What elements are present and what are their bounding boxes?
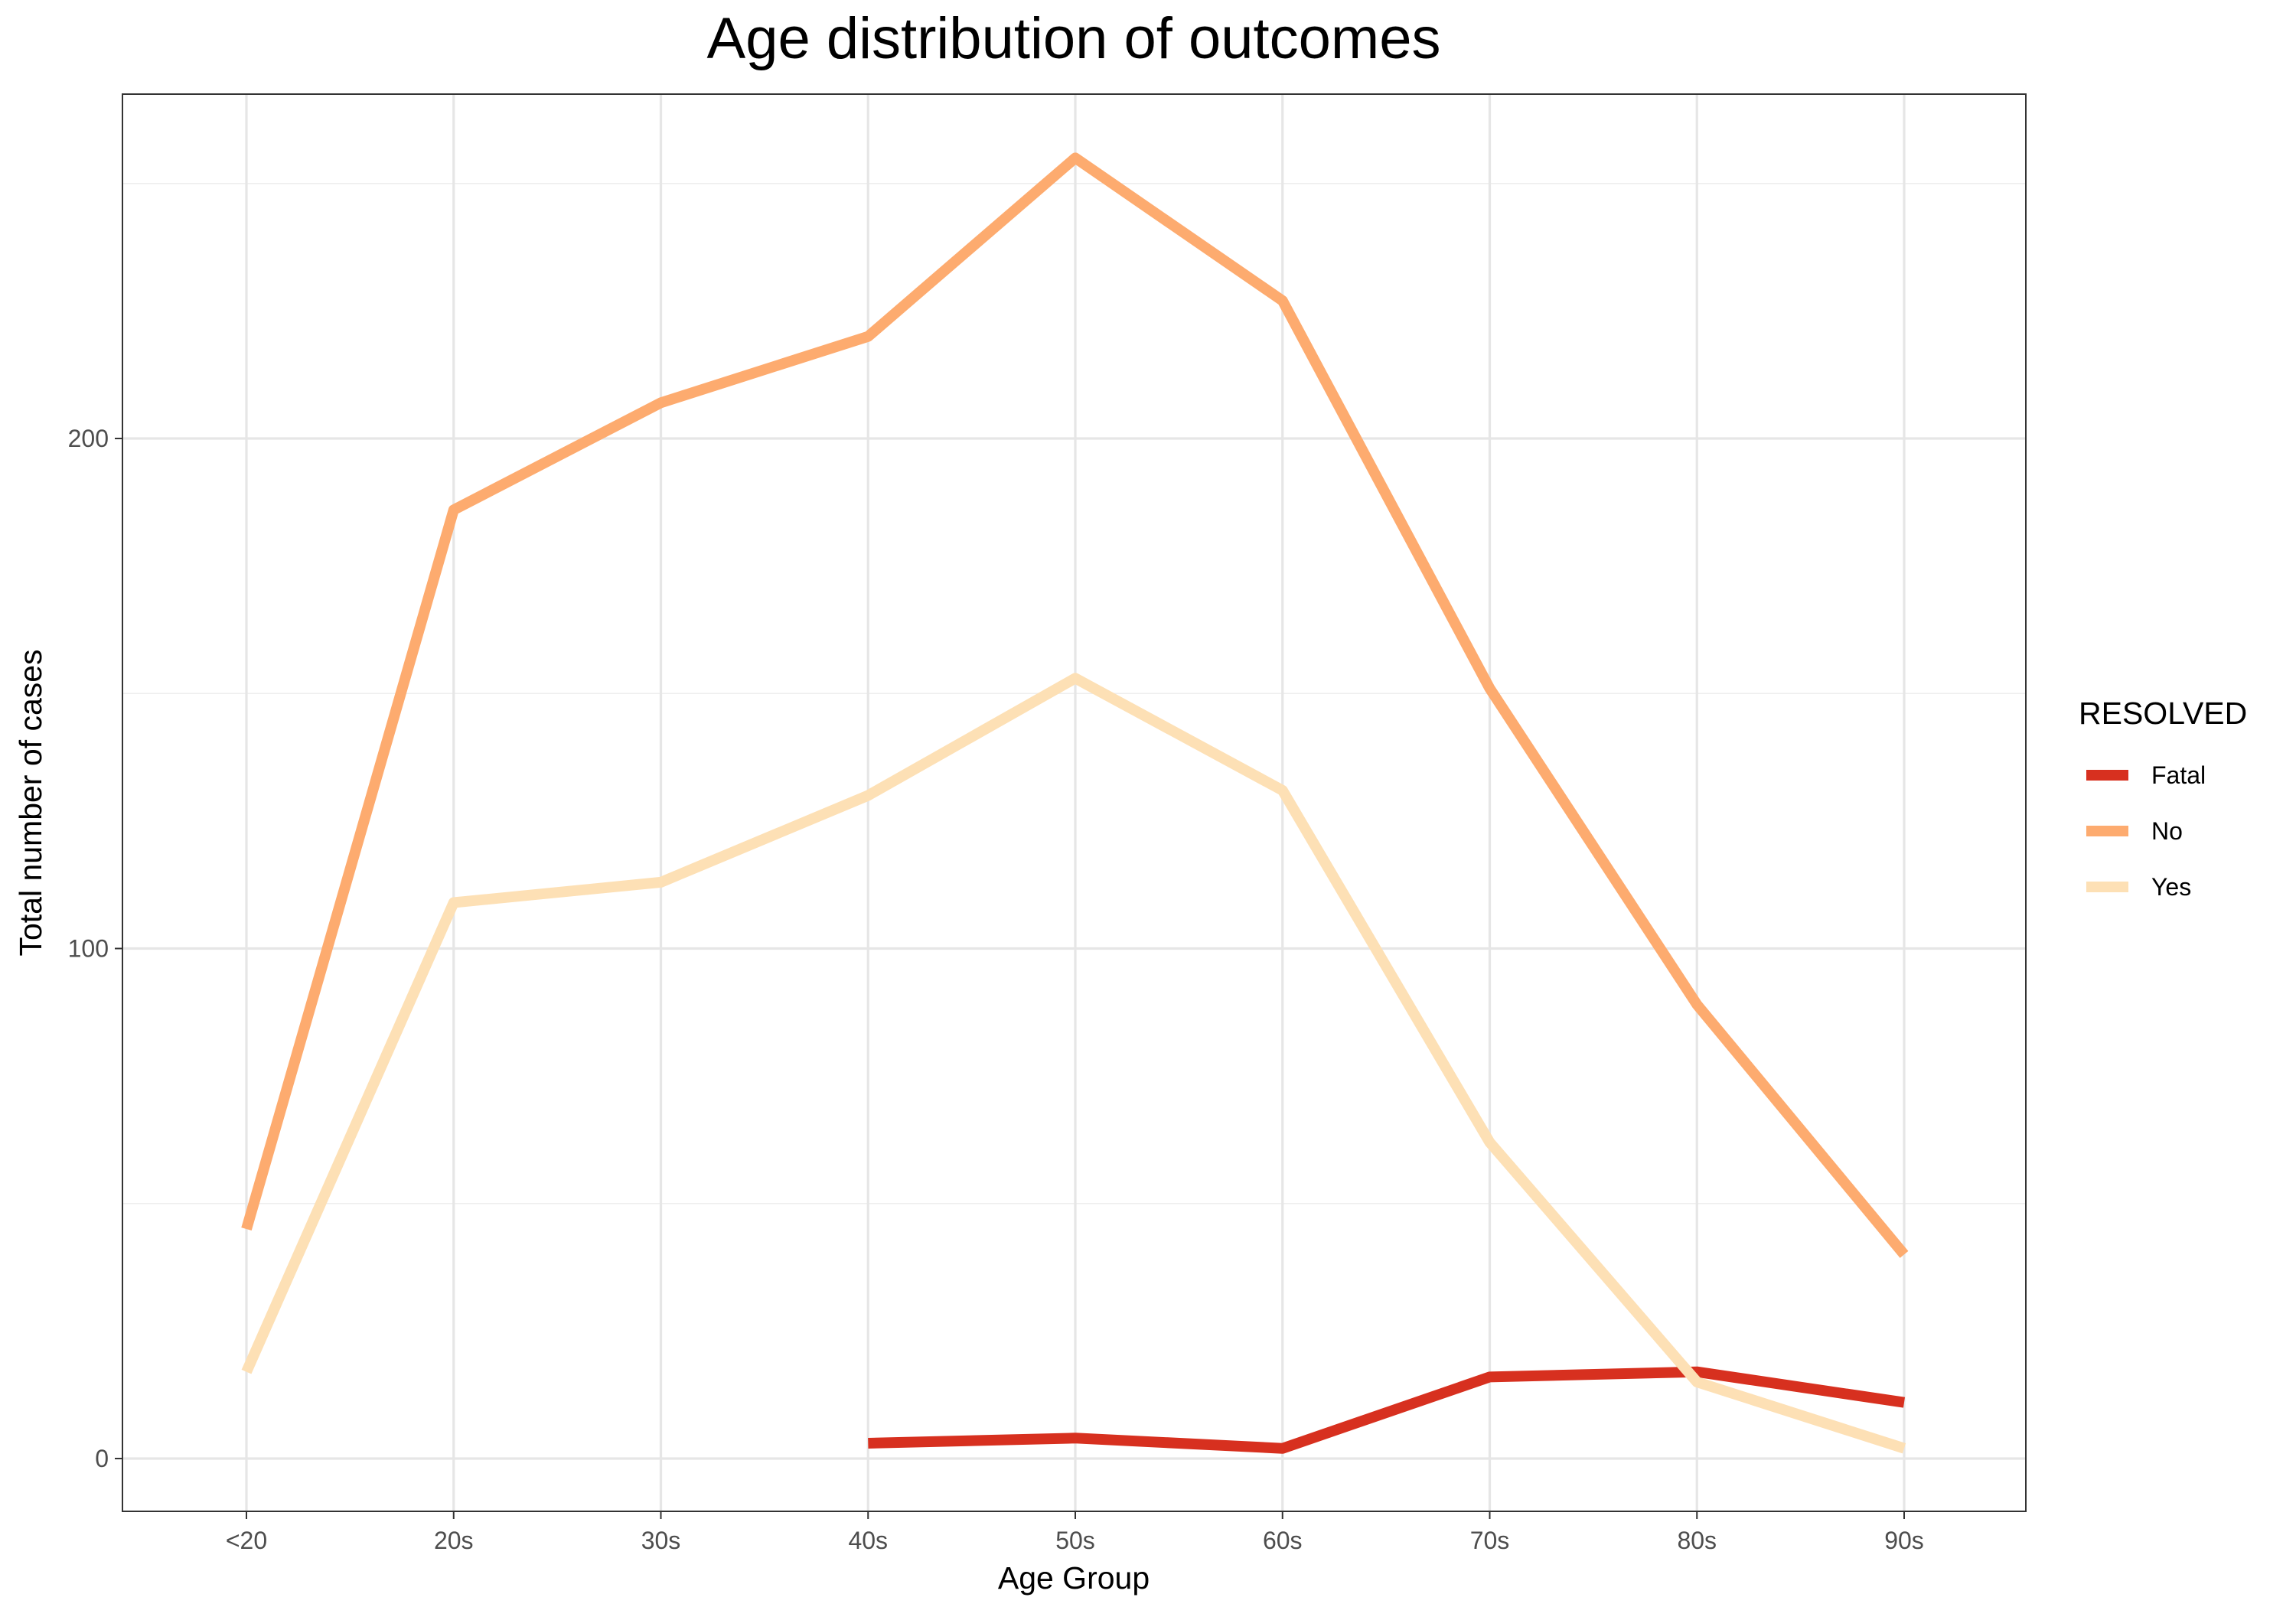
legend-label-yes: Yes — [2151, 873, 2191, 901]
legend-label-fatal: Fatal — [2151, 761, 2206, 789]
x-tick-label: 60s — [1263, 1527, 1303, 1554]
series-line-no — [241, 152, 1909, 1258]
plot-panel-border — [122, 93, 2027, 1512]
major-gridlines — [122, 94, 2026, 1511]
x-tick-label: 40s — [848, 1527, 888, 1554]
chart-title: Age distribution of outcomes — [707, 6, 1441, 71]
series-lines — [241, 152, 1909, 1454]
x-tick-label: 80s — [1677, 1527, 1717, 1554]
y-tick-label: 0 — [95, 1445, 109, 1472]
y-tick-label: 100 — [68, 935, 109, 963]
legend: RESOLVED Fatal No Yes — [2079, 696, 2247, 901]
x-tick-label: <20 — [226, 1527, 267, 1554]
x-tick-label: 50s — [1055, 1527, 1095, 1554]
y-axis-title: Total number of cases — [13, 649, 48, 956]
series-line-fatal — [868, 1366, 1906, 1454]
x-axis-ticks: <20 20s 30s 40s 50s 60s 70s 80s 90s — [226, 1511, 1924, 1554]
legend-items: Fatal No Yes — [2086, 761, 2206, 901]
x-tick-label: 20s — [434, 1527, 474, 1554]
series-line-yes — [241, 673, 1906, 1454]
legend-title: RESOLVED — [2079, 696, 2247, 731]
x-tick-label: 30s — [641, 1527, 681, 1554]
y-tick-label: 200 — [68, 425, 109, 452]
y-axis-ticks: 0 100 200 — [68, 425, 122, 1472]
x-axis-title: Age Group — [998, 1560, 1150, 1596]
x-tick-label: 90s — [1884, 1527, 1924, 1554]
x-tick-label: 70s — [1470, 1527, 1510, 1554]
legend-label-no: No — [2151, 817, 2183, 845]
